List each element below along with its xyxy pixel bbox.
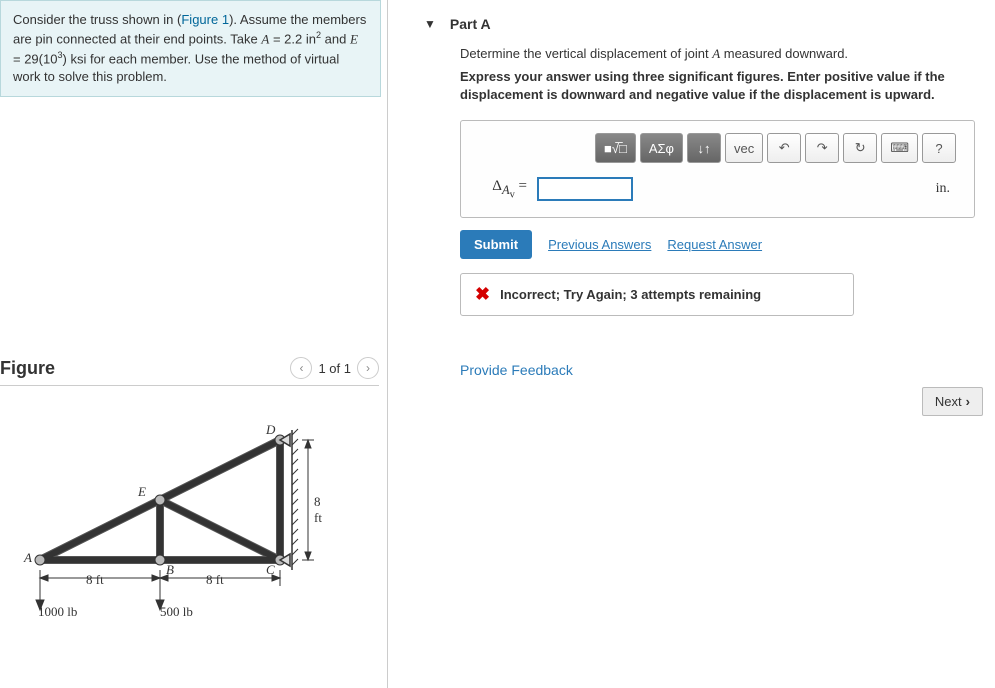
answer-input[interactable] bbox=[537, 177, 633, 201]
instr-text: measured downward. bbox=[720, 46, 848, 61]
reset-button[interactable]: ↻ bbox=[843, 133, 877, 163]
part-a-title: Part A bbox=[450, 16, 491, 32]
keyboard-button[interactable]: ⌨ bbox=[881, 133, 918, 163]
action-row: Submit Previous Answers Request Answer bbox=[460, 230, 975, 259]
truss-figure: A B C D E 8 ft 8 ft 8 ft 1000 lb 500 lb bbox=[20, 400, 320, 615]
request-answer-link[interactable]: Request Answer bbox=[667, 237, 762, 252]
dim-8ft-a: 8 ft bbox=[86, 572, 104, 588]
sub-A: A bbox=[502, 183, 510, 197]
incorrect-icon: ✖ bbox=[475, 284, 490, 305]
help-button[interactable]: ? bbox=[922, 133, 956, 163]
problem-text: = 29(10 bbox=[13, 51, 57, 66]
delta-symbol: Δ bbox=[492, 178, 502, 194]
answer-format-instruction: Express your answer using three signific… bbox=[460, 68, 975, 104]
provide-feedback-link[interactable]: Provide Feedback bbox=[460, 362, 975, 378]
chevron-right-icon: › bbox=[966, 394, 970, 409]
figure-link[interactable]: Figure 1 bbox=[181, 12, 229, 27]
problem-text: = 2.2 in bbox=[269, 32, 316, 47]
problem-text: Consider the truss shown in ( bbox=[13, 12, 181, 27]
var-E: E bbox=[350, 32, 358, 47]
next-button[interactable]: Next › bbox=[922, 387, 983, 416]
undo-button[interactable]: ↶ bbox=[767, 133, 801, 163]
figure-region: Figure ‹ 1 of 1 › bbox=[0, 357, 387, 615]
node-label-B: B bbox=[166, 562, 174, 578]
problem-text: ) ksi for each member. Use the method of… bbox=[13, 51, 339, 84]
answer-row: ΔAv = in. bbox=[479, 177, 956, 201]
submit-button[interactable]: Submit bbox=[460, 230, 532, 259]
right-column: ▼ Part A Determine the vertical displace… bbox=[388, 0, 995, 688]
pager-prev-button[interactable]: ‹ bbox=[290, 357, 312, 379]
pager-next-button[interactable]: › bbox=[357, 357, 379, 379]
previous-answers-link[interactable]: Previous Answers bbox=[548, 237, 651, 252]
node-label-A: A bbox=[24, 550, 32, 566]
greek-button[interactable]: ΑΣφ bbox=[640, 133, 683, 163]
load-1000: 1000 lb bbox=[38, 604, 77, 620]
sub-v: v bbox=[510, 190, 515, 201]
joint-var: A bbox=[712, 46, 720, 61]
redo-button[interactable]: ↷ bbox=[805, 133, 839, 163]
feedback-box: ✖ Incorrect; Try Again; 3 attempts remai… bbox=[460, 273, 854, 316]
problem-statement: Consider the truss shown in (Figure 1). … bbox=[0, 0, 381, 97]
node-label-C: C bbox=[266, 562, 275, 578]
subsup-button[interactable]: ↓↑ bbox=[687, 133, 721, 163]
feedback-message: Incorrect; Try Again; 3 attempts remaini… bbox=[500, 287, 761, 302]
template-button[interactable]: ■√̅□ bbox=[595, 133, 636, 163]
math-toolbar: ■√̅□ ΑΣφ ↓↑ vec ↶ ↷ ↻ ⌨ ? bbox=[595, 133, 956, 163]
part-a-body: Determine the vertical displacement of j… bbox=[424, 46, 975, 378]
next-label: Next bbox=[935, 394, 962, 409]
vec-button[interactable]: vec bbox=[725, 133, 763, 163]
part-a-header[interactable]: ▼ Part A bbox=[424, 10, 975, 46]
figure-pager: ‹ 1 of 1 › bbox=[290, 357, 379, 379]
left-column: Consider the truss shown in (Figure 1). … bbox=[0, 0, 388, 688]
figure-header: Figure ‹ 1 of 1 › bbox=[0, 357, 379, 386]
caret-down-icon: ▼ bbox=[424, 17, 436, 31]
answer-variable: ΔAv = bbox=[479, 178, 527, 201]
part-a-instruction: Determine the vertical displacement of j… bbox=[460, 46, 975, 62]
instr-text: Determine the vertical displacement of j… bbox=[460, 46, 712, 61]
figure-title: Figure bbox=[0, 358, 55, 379]
problem-text: and bbox=[321, 32, 350, 47]
pager-label: 1 of 1 bbox=[318, 361, 351, 376]
answer-panel: ■√̅□ ΑΣφ ↓↑ vec ↶ ↷ ↻ ⌨ ? ΔAv = in. bbox=[460, 120, 975, 218]
page-root: Consider the truss shown in (Figure 1). … bbox=[0, 0, 995, 688]
equals-sign: = bbox=[519, 178, 527, 194]
answer-unit: in. bbox=[936, 181, 956, 197]
node-label-D: D bbox=[266, 422, 275, 438]
dim-8ft-b: 8 ft bbox=[206, 572, 224, 588]
node-label-E: E bbox=[138, 484, 146, 500]
dim-8ft-v: 8 ft bbox=[314, 494, 322, 526]
load-500: 500 lb bbox=[160, 604, 193, 620]
